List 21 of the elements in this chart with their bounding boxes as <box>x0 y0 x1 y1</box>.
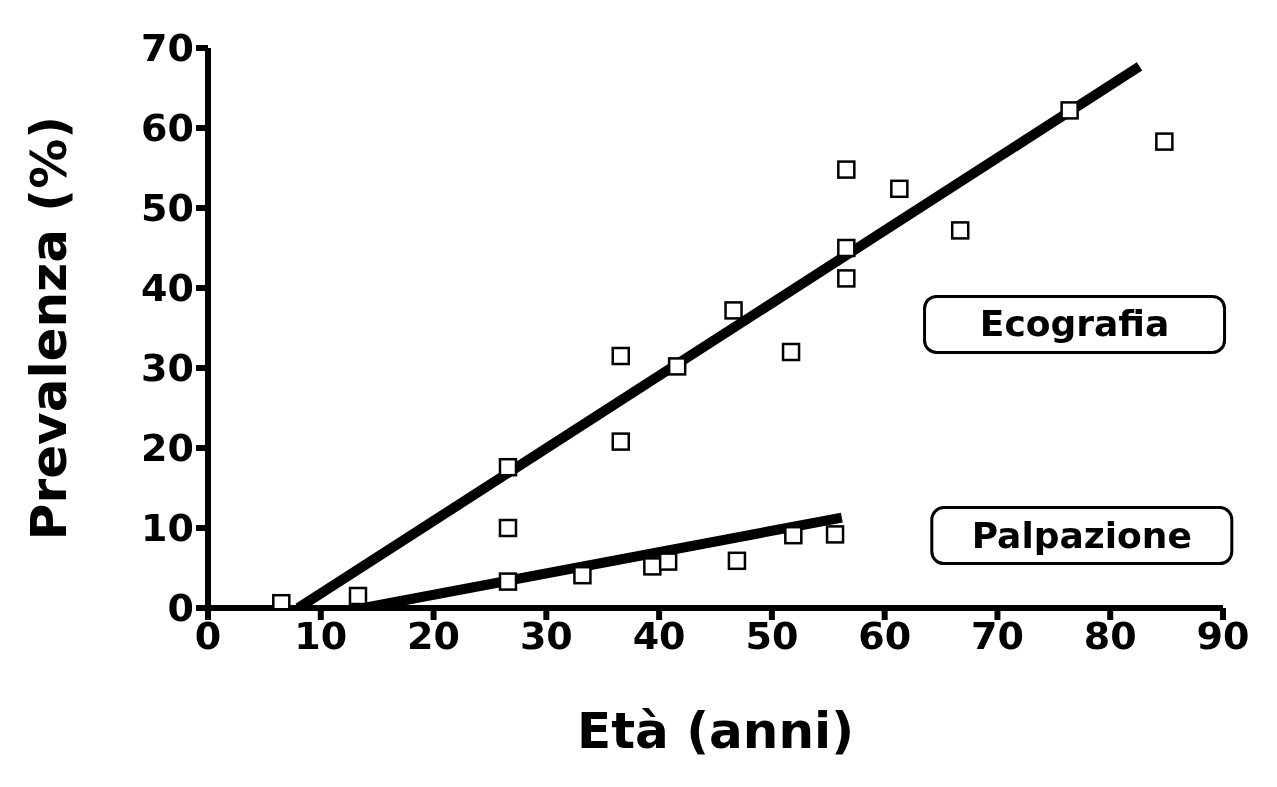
y-tick-label: 10 <box>141 506 194 551</box>
y-tick-label: 30 <box>141 346 194 391</box>
x-tick-label: 40 <box>632 613 686 658</box>
y-tick-label: 40 <box>141 266 194 311</box>
x-tick-label: 90 <box>1196 613 1250 658</box>
y-tick-label: 20 <box>141 426 194 471</box>
x-tick-label: 0 <box>194 613 222 658</box>
y-tick-label: 70 <box>141 26 194 71</box>
y-tick-label: 60 <box>141 106 194 151</box>
x-axis-title: Età (anni) <box>577 702 854 760</box>
y-axis-title: Prevalenza (%) <box>19 115 78 541</box>
x-tick-label: 30 <box>519 613 573 658</box>
x-tick-label: 80 <box>1083 613 1137 658</box>
x-tick-label: 60 <box>858 613 912 658</box>
x-tick-label: 10 <box>294 613 348 658</box>
x-tick-label: 50 <box>745 613 799 658</box>
x-tick-label: 70 <box>971 613 1024 658</box>
text: Ecografia <box>979 303 1170 345</box>
x-tick-label: 20 <box>407 613 460 658</box>
text: Palpazione <box>971 514 1192 556</box>
y-tick-label: 50 <box>141 186 194 231</box>
